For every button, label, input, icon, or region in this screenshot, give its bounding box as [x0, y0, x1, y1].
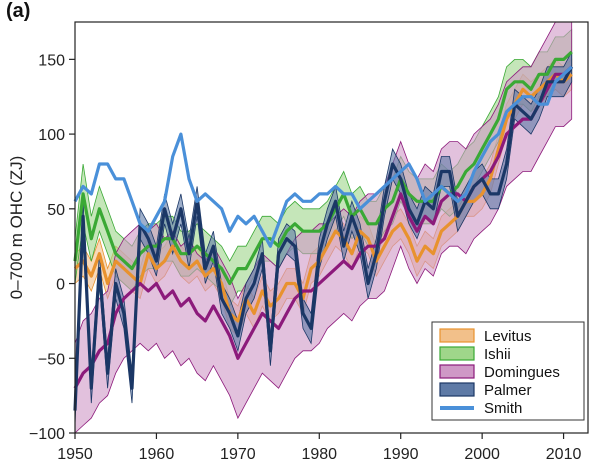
line-smith: [73, 65, 573, 248]
legend-label-smith: Smith: [484, 400, 522, 417]
legend-swatch-domingues: [439, 364, 475, 379]
y-tick-label: 150: [38, 52, 65, 69]
y-tick-label: 50: [47, 202, 65, 219]
x-tick-label: 1970: [220, 446, 256, 463]
x-tick-label: 2000: [464, 446, 500, 463]
panel-label: (a): [6, 0, 31, 22]
y-tick-label: −100: [29, 426, 65, 443]
legend-label-domingues: Domingues: [484, 364, 560, 381]
x-tick-label: 1960: [139, 446, 175, 463]
legend-label-ishii: Ishii: [484, 346, 511, 363]
plot-frame: [74, 21, 589, 434]
legend-swatch-levitus: [439, 328, 475, 343]
x-tick-label: 1950: [57, 446, 93, 463]
legend-label-palmer: Palmer: [484, 382, 532, 399]
x-tick-label: 1990: [383, 446, 419, 463]
x-tick-label: 1980: [301, 446, 337, 463]
y-axis-label: 0–700 m OHC (ZJ): [7, 156, 26, 300]
series-lines: [73, 50, 574, 411]
x-tick-label: 2010: [546, 446, 582, 463]
y-tick-label: −50: [38, 351, 65, 368]
y-tick-label: 100: [38, 127, 65, 144]
y-tick-label: 0: [56, 277, 65, 294]
line-domingues: [73, 65, 573, 389]
legend-swatch-palmer: [439, 382, 475, 397]
line-levitus: [73, 72, 573, 323]
line-palmer: [73, 66, 574, 411]
x-axis: 1950 1960 1970 1980 1990 2000 2010: [57, 433, 581, 463]
legend-swatch-ishii: [439, 346, 475, 361]
legend-label-levitus: Levitus: [484, 328, 532, 345]
y-axis: −100 −50 0 50 100 150: [29, 52, 75, 443]
